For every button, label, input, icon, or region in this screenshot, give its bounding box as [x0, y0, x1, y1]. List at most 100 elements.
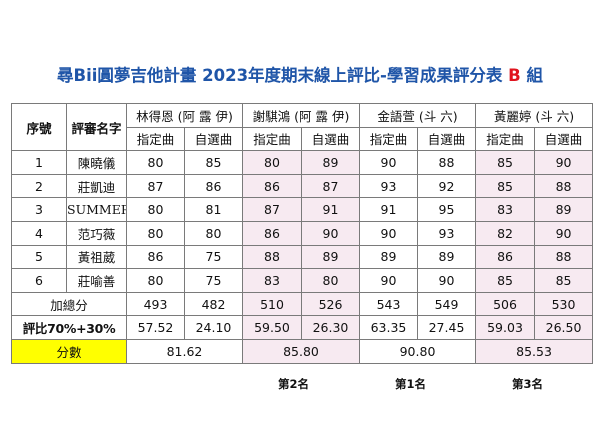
judge-seq: 4	[11, 220, 67, 246]
student-name-1: 林得恩 (阿 露 伊)	[126, 103, 243, 128]
score-cell: 82	[475, 220, 536, 246]
student-name-2: 謝騏鴻 (阿 露 伊)	[242, 103, 360, 128]
title-suffix: 組	[520, 66, 543, 85]
score-cell: 91	[359, 197, 418, 222]
score-cell: 80	[126, 197, 185, 222]
score-cell: 80	[301, 268, 360, 293]
judge-row: 2 莊凱迪 87 86 86 87 93 92 85 88	[11, 173, 594, 199]
score-cell: 86	[126, 244, 185, 270]
total-label: 加總分	[11, 291, 127, 317]
judge-row: 6 莊喻善 80 75 83 80 90 90 85 85	[11, 268, 594, 293]
weighted-row: 評比70%+30% 57.52 24.10 59.50 26.30 63.35 …	[11, 315, 594, 340]
total-cell: 549	[416, 291, 477, 317]
weighted-cell: 57.52	[126, 315, 185, 340]
title-group: B	[508, 66, 521, 85]
score-cell: 86	[242, 173, 302, 199]
sub-header-assigned: 指定曲	[359, 126, 418, 152]
total-cell: 510	[242, 291, 302, 317]
judge-name: SUMMER	[66, 197, 127, 222]
judge-name: 莊喻善	[66, 268, 127, 293]
student-name-4: 黃麗婷 (斗 六)	[475, 103, 594, 128]
judge-seq: 2	[11, 173, 67, 199]
rank-student-4: 第3名	[512, 377, 544, 391]
score-cell: 75	[184, 268, 243, 293]
score-cell: 88	[534, 173, 594, 199]
weighted-cell: 59.03	[475, 315, 536, 340]
score-cell: 90	[301, 220, 360, 246]
score-cell: 87	[301, 173, 360, 199]
weighted-cell: 24.10	[184, 315, 243, 340]
score-cell: 88	[534, 244, 594, 270]
score-cell: 90	[359, 150, 418, 175]
page-title: 尋Bii圓夢吉他計畫 2023年度期末線上評比-學習成果評分表 B 組	[0, 62, 600, 86]
score-cell: 80	[126, 220, 185, 246]
final-score-3: 90.80	[358, 338, 477, 364]
score-cell: 90	[534, 220, 594, 246]
score-cell: 86	[184, 173, 243, 199]
score-cell: 90	[534, 150, 594, 175]
judge-seq: 1	[11, 150, 67, 175]
total-row: 加總分 493 482 510 526 543 549 506 530	[11, 291, 594, 317]
score-cell: 85	[475, 173, 536, 199]
score-cell: 95	[416, 197, 477, 222]
student-name-3: 金語萱 (斗 六)	[358, 103, 477, 128]
title-main: 尋Bii圓夢吉他計畫 2023年度期末線上評比-學習成果評分表	[57, 66, 509, 85]
rank-student-3: 第1名	[395, 377, 427, 391]
score-cell: 89	[416, 244, 477, 270]
score-cell: 85	[475, 268, 536, 293]
weighted-cell: 59.50	[242, 315, 302, 340]
weighted-label: 評比70%+30%	[11, 315, 127, 340]
score-cell: 80	[126, 268, 185, 293]
score-cell: 90	[416, 268, 477, 293]
score-cell: 89	[359, 244, 418, 270]
sub-header-assigned: 指定曲	[242, 126, 302, 152]
sub-header-free: 自選曲	[301, 126, 360, 152]
score-cell: 90	[359, 220, 418, 246]
judge-seq: 5	[11, 244, 67, 270]
total-cell: 506	[475, 291, 536, 317]
sub-header-free: 自選曲	[534, 126, 594, 152]
score-cell: 85	[534, 268, 594, 293]
judge-name: 范巧薇	[66, 220, 127, 246]
final-score-label: 分數	[11, 338, 127, 364]
judge-name: 黃祖葳	[66, 244, 127, 270]
final-score-4: 85.53	[475, 338, 594, 364]
score-cell: 90	[359, 268, 418, 293]
total-cell: 482	[184, 291, 243, 317]
score-cell: 86	[475, 244, 536, 270]
score-cell: 80	[184, 220, 243, 246]
sub-header-assigned: 指定曲	[126, 126, 185, 152]
score-cell: 93	[359, 173, 418, 199]
score-cell: 89	[301, 244, 360, 270]
student-header-row: 序號 評審名字 林得恩 (阿 露 伊) 謝騏鴻 (阿 露 伊) 金語萱 (斗 六…	[11, 102, 594, 152]
weighted-cell: 26.30	[301, 315, 360, 340]
judge-row: 1 陳曉儀 80 85 80 89 90 88 85 90	[11, 150, 594, 175]
total-cell: 543	[359, 291, 418, 317]
score-cell: 85	[475, 150, 536, 175]
final-score-1: 81.62	[126, 338, 243, 364]
score-cell: 88	[242, 244, 302, 270]
weighted-cell: 27.45	[416, 315, 477, 340]
judge-seq: 6	[11, 268, 67, 293]
total-cell: 526	[301, 291, 360, 317]
score-cell: 80	[126, 150, 185, 175]
final-score-row: 分數 81.62 85.80 90.80 85.53	[11, 338, 594, 364]
score-cell: 89	[534, 197, 594, 222]
final-score-2: 85.80	[242, 338, 360, 364]
seq-header: 序號	[11, 102, 67, 152]
weighted-cell: 63.35	[359, 315, 418, 340]
judge-row: 3 SUMMER 80 81 87 91 91 95 83 89	[11, 197, 594, 222]
reviewer-header: 評審名字	[66, 102, 127, 152]
score-cell: 92	[416, 173, 477, 199]
score-cell: 87	[242, 197, 302, 222]
score-cell: 75	[184, 244, 243, 270]
score-cell: 85	[184, 150, 243, 175]
score-table: 序號 評審名字 林得恩 (阿 露 伊) 謝騏鴻 (阿 露 伊) 金語萱 (斗 六…	[11, 102, 594, 364]
sub-header-assigned: 指定曲	[475, 126, 536, 152]
rank-student-2: 第2名	[278, 377, 310, 391]
sub-header-free: 自選曲	[416, 126, 477, 152]
score-cell: 83	[475, 197, 536, 222]
judge-row: 5 黃祖葳 86 75 88 89 89 89 86 88	[11, 244, 594, 270]
total-cell: 530	[534, 291, 594, 317]
score-cell: 86	[242, 220, 302, 246]
